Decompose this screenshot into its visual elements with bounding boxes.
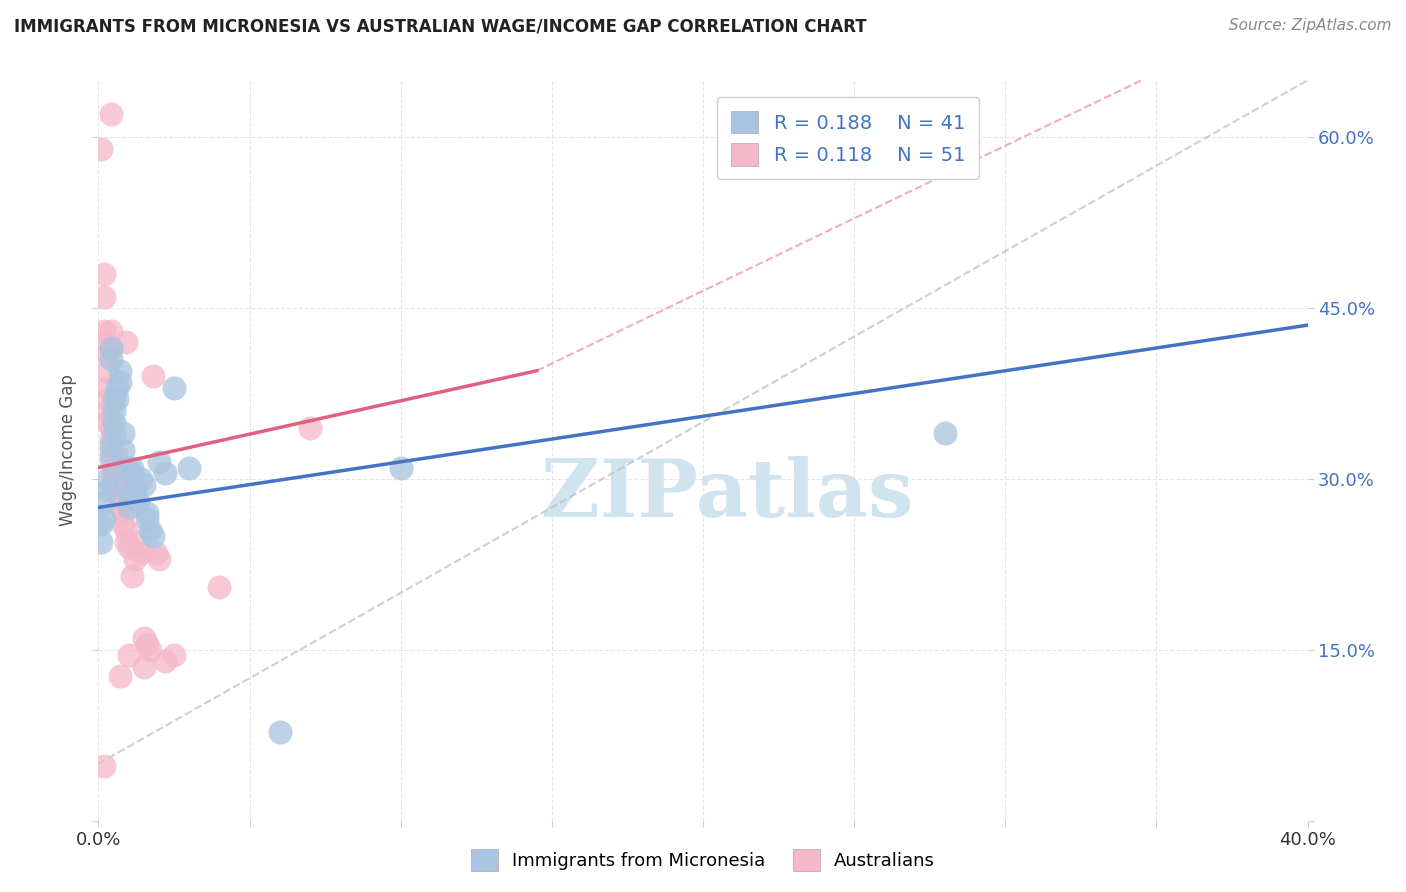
Point [127, 494, 149, 508]
Point [135, 512, 157, 526]
Point [100, 449, 122, 463]
Point [148, 455, 170, 469]
Point [135, 506, 157, 520]
Point [111, 443, 134, 458]
Point [114, 335, 136, 350]
Point [299, 420, 322, 434]
Point [93, 290, 115, 304]
Point [208, 580, 231, 594]
Point [129, 546, 152, 560]
Point [108, 500, 131, 515]
Point [103, 460, 125, 475]
Point [121, 460, 143, 475]
Point [132, 632, 155, 646]
Point [142, 369, 165, 384]
Point [90, 517, 112, 532]
Point [108, 669, 131, 683]
Point [93, 324, 115, 338]
Point [105, 392, 128, 407]
Point [100, 443, 122, 458]
Point [96, 403, 118, 417]
Point [111, 517, 134, 532]
Point [105, 460, 128, 475]
Point [90, 534, 112, 549]
Point [100, 420, 122, 434]
Point [103, 415, 125, 429]
Point [145, 546, 167, 560]
Point [132, 660, 155, 674]
Point [93, 494, 115, 508]
Point [124, 551, 146, 566]
Point [148, 551, 170, 566]
Point [111, 426, 134, 441]
Point [108, 489, 131, 503]
Point [114, 523, 136, 537]
Point [108, 375, 131, 389]
Point [100, 107, 122, 121]
Point [139, 523, 162, 537]
Y-axis label: Wage/Income Gap: Wage/Income Gap [59, 375, 77, 526]
Point [121, 568, 143, 582]
Point [129, 472, 152, 486]
Point [100, 352, 122, 367]
Point [135, 637, 157, 651]
Point [389, 460, 412, 475]
Point [96, 346, 118, 360]
Point [118, 648, 141, 663]
Point [118, 541, 141, 555]
Point [163, 381, 186, 395]
Point [269, 724, 291, 739]
Point [105, 381, 128, 395]
Point [96, 415, 118, 429]
Point [96, 364, 118, 378]
Point [103, 467, 125, 481]
Point [93, 759, 115, 773]
Text: Source: ZipAtlas.com: Source: ZipAtlas.com [1229, 18, 1392, 33]
Legend: Immigrants from Micronesia, Australians: Immigrants from Micronesia, Australians [464, 842, 942, 879]
Point [93, 267, 115, 281]
Point [100, 432, 122, 446]
Point [142, 529, 165, 543]
Point [100, 455, 122, 469]
Point [105, 472, 128, 486]
Point [100, 324, 122, 338]
Point [111, 506, 134, 520]
Point [96, 472, 118, 486]
Point [100, 438, 122, 452]
Point [127, 534, 149, 549]
Point [153, 467, 176, 481]
Point [108, 364, 131, 378]
Point [139, 642, 162, 657]
Point [96, 381, 118, 395]
Point [118, 500, 141, 515]
Text: ZIPatlas: ZIPatlas [541, 456, 914, 534]
Point [105, 449, 128, 463]
Point [103, 477, 125, 491]
Point [93, 335, 115, 350]
Point [93, 512, 115, 526]
Point [179, 460, 201, 475]
Point [124, 483, 146, 498]
Point [100, 341, 122, 355]
Point [114, 477, 136, 491]
Point [103, 403, 125, 417]
Point [103, 392, 125, 407]
Point [163, 648, 186, 663]
Point [96, 483, 118, 498]
Point [132, 477, 155, 491]
Point [118, 489, 141, 503]
Legend: R = 0.188    N = 41, R = 0.118    N = 51: R = 0.188 N = 41, R = 0.118 N = 51 [717, 97, 979, 179]
Point [96, 392, 118, 407]
Text: IMMIGRANTS FROM MICRONESIA VS AUSTRALIAN WAGE/INCOME GAP CORRELATION CHART: IMMIGRANTS FROM MICRONESIA VS AUSTRALIAN… [14, 18, 866, 36]
Point [114, 534, 136, 549]
Point [121, 467, 143, 481]
Point [100, 341, 122, 355]
Point [90, 142, 112, 156]
Point [103, 426, 125, 441]
Point [105, 483, 128, 498]
Point [934, 426, 956, 441]
Point [103, 472, 125, 486]
Point [153, 654, 176, 668]
Point [114, 460, 136, 475]
